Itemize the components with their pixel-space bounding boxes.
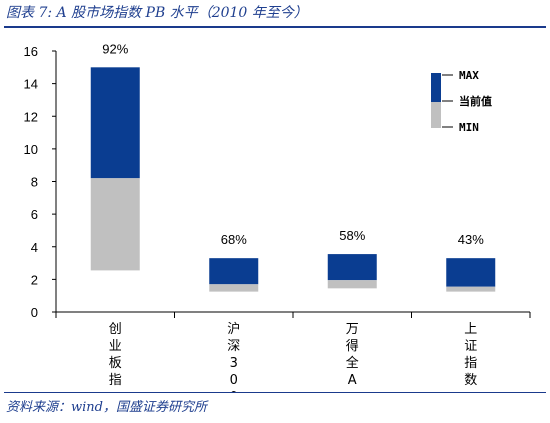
percentile-label: 92% — [102, 41, 128, 56]
legend-upper-swatch — [431, 73, 441, 102]
y-tick-label: 4 — [31, 240, 38, 255]
bar-lower-segment — [327, 280, 377, 289]
category-label: 创业板指 — [109, 322, 122, 388]
y-tick-label: 12 — [24, 109, 38, 124]
percentile-label: 68% — [221, 232, 247, 247]
source-note: 资料来源：wind，国盛证券研究所 — [6, 400, 207, 415]
legend-label: MAX — [459, 69, 479, 82]
percentile-label: 58% — [339, 228, 365, 243]
category-label: 沪深300 — [227, 321, 240, 392]
bar-upper-segment — [446, 258, 496, 287]
legend-label: 当前值 — [459, 94, 492, 108]
bar-upper-segment — [90, 67, 140, 179]
bar-upper-segment — [327, 254, 377, 281]
y-tick-label: 0 — [31, 305, 38, 320]
y-tick-label: 8 — [31, 175, 38, 190]
y-tick-label: 6 — [31, 207, 38, 222]
title-rule — [4, 26, 546, 28]
y-tick-label: 2 — [31, 272, 38, 287]
category-label: 上证指数 — [464, 322, 477, 388]
y-tick-label: 16 — [24, 44, 38, 59]
chart-title: 图表 7: A 股市场指数 PB 水平（2010 年至今） — [6, 5, 308, 21]
legend-label: MIN — [459, 121, 479, 134]
bar-lower-segment — [90, 178, 140, 271]
footer-rule — [4, 392, 546, 393]
y-tick-label: 14 — [24, 77, 38, 92]
percentile-label: 43% — [458, 232, 484, 247]
bar-upper-segment — [209, 258, 259, 285]
bar-lower-segment — [446, 286, 496, 292]
category-label: 万得全 A — [346, 322, 359, 388]
bar-lower-segment — [209, 284, 259, 292]
y-tick-label: 10 — [24, 142, 38, 157]
legend-lower-swatch — [431, 102, 441, 128]
